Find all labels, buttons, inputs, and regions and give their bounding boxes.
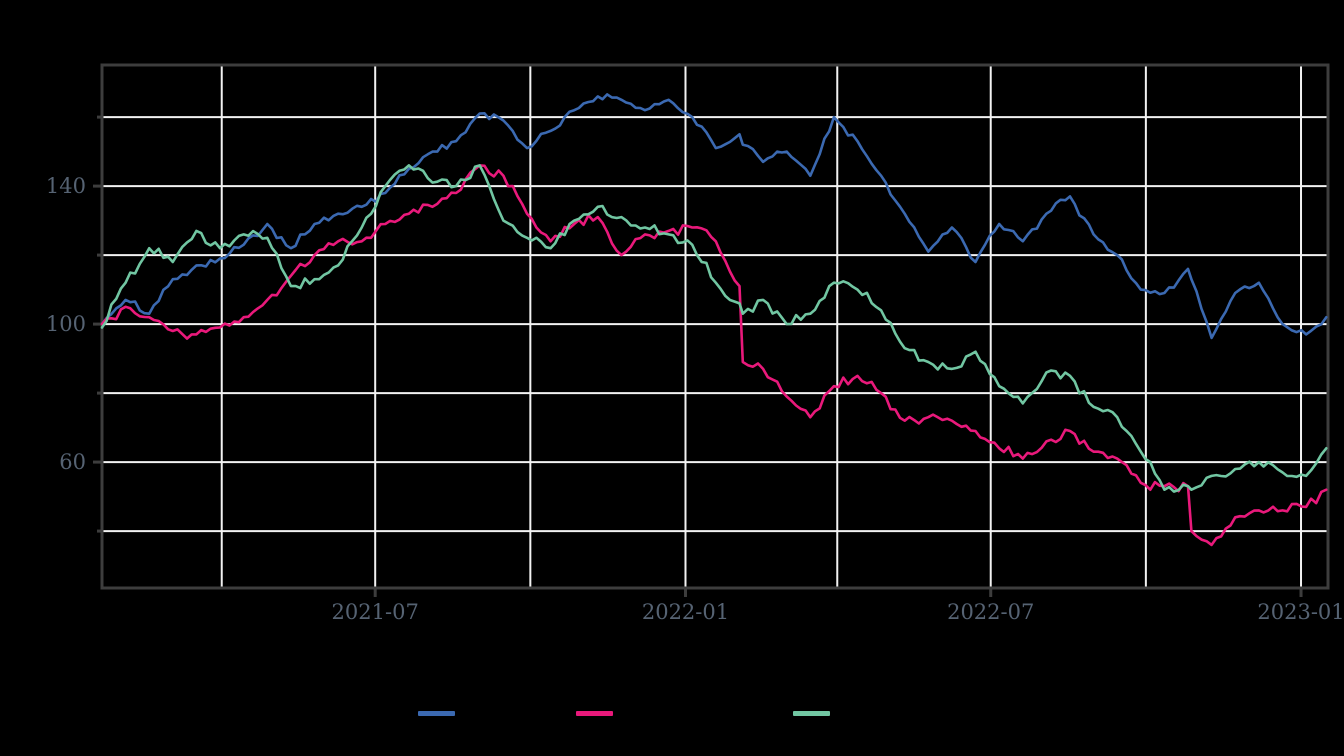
x-tick-label: 2022-01 xyxy=(642,600,729,624)
legend-swatch-pink xyxy=(576,711,613,716)
series-pink-line xyxy=(100,164,1328,547)
y-tick-label: 140 xyxy=(46,174,86,198)
x-tick-label: 2021-07 xyxy=(332,600,419,624)
x-tick-label: 2023-01 xyxy=(1257,600,1344,624)
series-green-line xyxy=(100,164,1328,493)
plot-border xyxy=(100,63,1330,590)
legend-swatch-green xyxy=(793,711,830,716)
legend-swatch-blue xyxy=(418,711,455,716)
y-tick-label: 60 xyxy=(59,450,86,474)
y-tick-label: 100 xyxy=(46,312,86,336)
series-blue-line xyxy=(100,93,1328,340)
x-tick-label: 2022-07 xyxy=(947,600,1034,624)
